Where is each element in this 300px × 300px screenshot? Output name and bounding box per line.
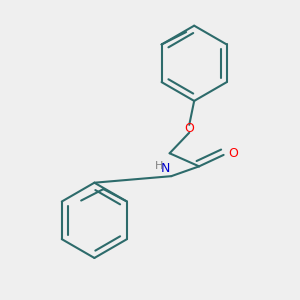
Text: O: O (229, 147, 238, 160)
Text: H: H (155, 161, 163, 171)
Text: N: N (160, 161, 170, 175)
Text: O: O (184, 122, 194, 135)
